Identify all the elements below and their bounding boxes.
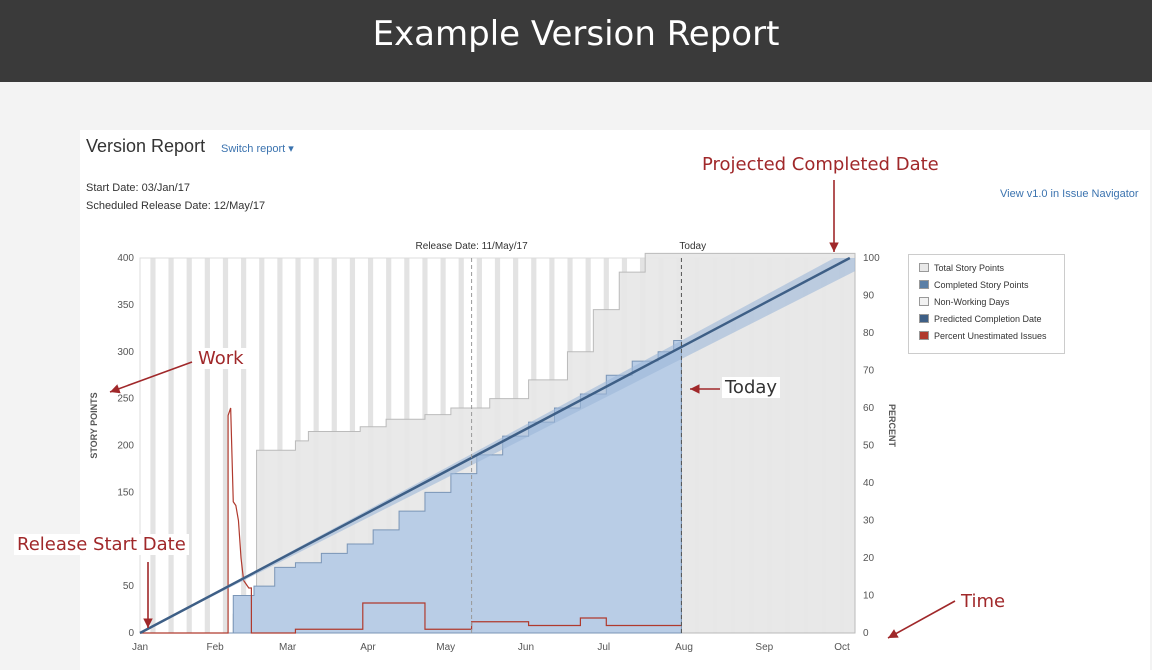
y2-tick-label: 50 (863, 441, 875, 452)
release-date-label: Release Date: 11/May/17 (416, 241, 529, 252)
y2-tick-label: 100 (863, 253, 880, 264)
completed-story-points-area (140, 340, 682, 634)
report-title: Version Report (86, 136, 206, 156)
annotation-time: Time (958, 591, 1009, 612)
y-tick-label: 250 (117, 394, 134, 405)
non-working-band (150, 258, 156, 633)
y2-tick-label: 0 (863, 628, 869, 639)
y2-tick-label: 90 (863, 291, 875, 302)
annotation-today: Today (722, 377, 781, 398)
start-date: Start Date: 03/Jan/17 (86, 182, 190, 194)
x-tick-label: May (436, 642, 455, 653)
legend-label: Completed Story Points (934, 280, 1029, 290)
legend-item: Percent Unestimated Issues (919, 331, 1047, 341)
y2-tick-label: 40 (863, 478, 875, 489)
y-tick-label: 0 (128, 628, 134, 639)
legend-swatch (919, 263, 929, 272)
legend-label: Total Story Points (934, 263, 1005, 273)
x-tick-label: Aug (675, 642, 693, 653)
banner: Example Version Report (0, 0, 1152, 82)
y-tick-label: 150 (117, 487, 134, 498)
predicted-completion-line (139, 256, 851, 635)
legend-swatch (919, 331, 929, 340)
x-tick-label: Mar (279, 642, 297, 653)
x-tick-label: Jul (597, 642, 610, 653)
x-tick-label: Feb (207, 642, 225, 653)
legend-label: Predicted Completion Date (934, 314, 1042, 324)
y2-tick-label: 30 (863, 516, 875, 527)
x-tick-label: Jun (518, 642, 534, 653)
y-tick-label: 350 (117, 300, 134, 311)
non-working-band (277, 258, 283, 633)
y2-tick-label: 70 (863, 366, 875, 377)
y-tick-label: 200 (117, 441, 134, 452)
x-tick-label: Jan (132, 642, 148, 653)
x-tick-label: Oct (834, 642, 850, 653)
view-in-issue-navigator-link[interactable]: View v1.0 in Issue Navigator (1000, 188, 1139, 200)
y-axis-label: STORY POINTS (89, 392, 99, 458)
switch-report-label: Switch report (221, 143, 286, 155)
banner-title: Example Version Report (372, 14, 780, 54)
arrow-work (109, 361, 193, 394)
y2-tick-label: 20 (863, 553, 875, 564)
legend-swatch (919, 297, 929, 306)
annotation-projected: Projected Completed Date (699, 154, 942, 175)
legend-item: Total Story Points (919, 263, 1004, 273)
legend-label: Non-Working Days (934, 297, 1010, 307)
scheduled-release-date: Scheduled Release Date: 12/May/17 (86, 200, 266, 212)
annotation-release-start: Release Start Date (14, 534, 189, 555)
y-tick-label: 400 (117, 253, 134, 264)
non-working-band (259, 258, 265, 633)
switch-report-button[interactable]: Switch report ▾ (221, 142, 294, 155)
non-working-band (204, 258, 210, 633)
y2-tick-label: 80 (863, 328, 875, 339)
non-working-band (222, 258, 229, 633)
y2-axis-label: PERCENT (887, 404, 897, 448)
non-working-band (168, 258, 174, 633)
percent-unestimated-line (140, 407, 682, 634)
legend-label: Percent Unestimated Issues (934, 331, 1047, 341)
y2-tick-label: 10 (863, 591, 875, 602)
today-label: Today (679, 241, 706, 252)
legend-swatch (919, 314, 929, 323)
legend-item: Predicted Completion Date (919, 314, 1042, 324)
arrow-time (887, 600, 956, 639)
legend-swatch (919, 280, 929, 289)
annotation-work: Work (195, 348, 247, 369)
legend-item: Non-Working Days (919, 297, 1009, 307)
legend-item: Completed Story Points (919, 280, 1029, 290)
caret-down-icon: ▾ (288, 143, 294, 155)
non-working-band (186, 258, 192, 633)
y-tick-label: 50 (123, 581, 135, 592)
non-working-band (241, 258, 247, 633)
y-tick-label: 300 (117, 347, 134, 358)
x-tick-label: Sep (755, 642, 773, 653)
y2-tick-label: 60 (863, 403, 875, 414)
x-tick-label: Apr (360, 642, 376, 653)
chart-legend: Total Story Points Completed Story Points… (908, 254, 1065, 354)
